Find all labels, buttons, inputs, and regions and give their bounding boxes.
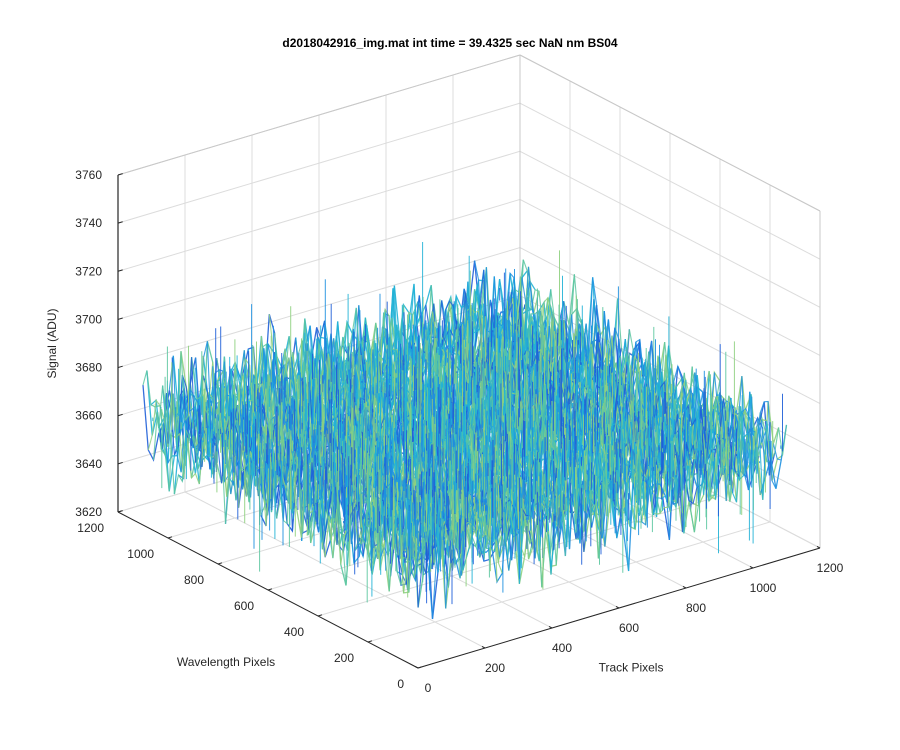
grid-line — [519, 198, 821, 356]
z-tick-label: 3680 — [75, 361, 102, 375]
x-tick-label: 0 — [425, 681, 432, 695]
z-tick — [117, 365, 123, 369]
z-tick — [117, 413, 123, 417]
z-tick-label: 3760 — [75, 168, 102, 182]
grid-line — [117, 247, 521, 369]
x-tick-label: 1000 — [750, 581, 777, 595]
x-tick — [481, 645, 486, 649]
z-tick-label: 3700 — [75, 312, 102, 326]
axes — [117, 173, 821, 669]
box-edge — [117, 54, 521, 176]
x-tick-label: 400 — [552, 641, 572, 655]
y-tick-label: 800 — [184, 573, 204, 587]
axis-labels: 0 200 400 600 800 1000 1200 0 200 400 600 800 1000 12… — [45, 168, 844, 695]
z-tick — [117, 510, 123, 513]
grid-line — [117, 198, 521, 320]
y-tick-label: 1200 — [77, 521, 104, 535]
y-tick — [317, 614, 323, 617]
z-tick — [117, 269, 123, 272]
z-tick-label: 3620 — [75, 505, 102, 519]
y-tick-label: 0 — [397, 677, 404, 691]
grid-line — [519, 150, 821, 308]
x-tick — [816, 545, 821, 549]
z-tick-label: 3640 — [75, 457, 102, 471]
z-tick — [117, 173, 123, 176]
z-tick — [117, 221, 123, 224]
y-tick — [217, 562, 223, 565]
grid-line — [367, 521, 771, 643]
x-tick-label: 600 — [619, 621, 639, 635]
y-tick — [267, 588, 273, 591]
y-tick — [417, 666, 423, 669]
x-tick — [414, 665, 419, 669]
y-tick-label: 200 — [334, 651, 354, 665]
surface-mesh — [142, 242, 788, 620]
x-tick-label: 800 — [686, 601, 706, 615]
chart-title: d2018042916_img.mat int time = 39.4325 s… — [282, 36, 618, 50]
grid-line — [519, 102, 821, 260]
y-tick — [367, 640, 373, 643]
z-tick — [117, 317, 123, 320]
z-tick — [117, 461, 123, 465]
x-tick — [749, 565, 754, 569]
surface-column — [142, 370, 419, 579]
z-tick-label: 3660 — [75, 409, 102, 423]
z-tick-label: 3740 — [75, 216, 102, 230]
z-axis-label: Signal (ADU) — [45, 308, 59, 378]
z-tick-label: 3720 — [75, 264, 102, 278]
y-tick-label: 1000 — [127, 547, 154, 561]
x-axis-label: Track Pixels — [599, 661, 664, 675]
y-tick-label: 600 — [234, 599, 254, 613]
y-tick — [167, 536, 173, 539]
box-edge — [519, 54, 821, 212]
x-tick — [615, 605, 620, 609]
y-tick-label: 400 — [284, 625, 304, 639]
grid-line — [117, 102, 521, 224]
x-tick — [682, 585, 687, 589]
x-tick-label: 200 — [485, 661, 505, 675]
grid-line — [117, 150, 521, 272]
grid-line — [519, 247, 821, 405]
x-tick-label: 1200 — [817, 561, 844, 575]
x-tick — [548, 625, 553, 629]
y-axis-label: Wavelength Pixels — [177, 655, 275, 669]
